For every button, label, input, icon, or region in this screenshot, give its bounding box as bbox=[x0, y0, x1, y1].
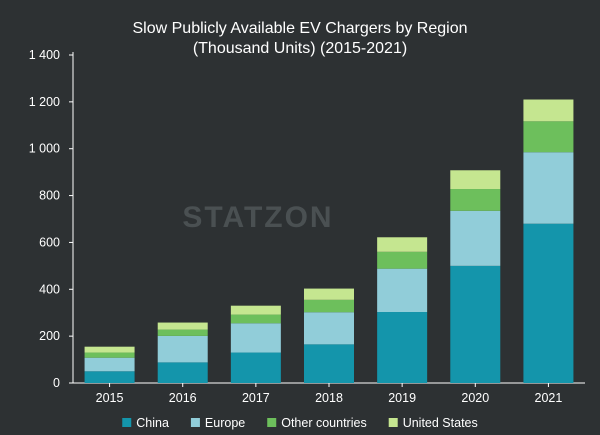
x-tick-label: 2017 bbox=[242, 391, 270, 405]
bar-segment-united-states bbox=[450, 170, 501, 190]
y-tick-label: 0 bbox=[53, 376, 60, 390]
bar-segment-europe bbox=[157, 335, 208, 363]
y-tick-label: 1 000 bbox=[29, 142, 60, 156]
bar-segment-united-states bbox=[84, 346, 135, 353]
bar-segment-other-countries bbox=[377, 251, 428, 269]
legend-label: United States bbox=[403, 416, 478, 430]
bar-segment-united-states bbox=[523, 99, 574, 122]
bar-segment-other-countries bbox=[84, 352, 135, 358]
plot-area: 0 200 400 600 800 1 000 1 200 1 400 2015 2016 2017… bbox=[29, 48, 585, 405]
legend-label: Other countries bbox=[281, 416, 366, 430]
x-tick-label: 2018 bbox=[315, 391, 343, 405]
legend-swatch-united-states bbox=[388, 418, 398, 427]
x-tick-label: 2019 bbox=[388, 391, 416, 405]
y-tick-label: 800 bbox=[39, 189, 60, 203]
y-tick-label: 600 bbox=[39, 235, 60, 249]
chart-title: Slow Publicly Available EV Chargers by R… bbox=[133, 20, 468, 37]
legend-swatch-europe bbox=[190, 418, 200, 427]
x-tick-label: 2020 bbox=[461, 391, 489, 405]
x-tick-label: 2016 bbox=[169, 391, 197, 405]
bar-segment-united-states bbox=[230, 305, 281, 315]
bar-segment-china bbox=[304, 344, 354, 383]
bar-segment-united-states bbox=[157, 322, 208, 330]
bar-segment-china bbox=[84, 371, 135, 383]
bar-segment-china bbox=[523, 223, 574, 383]
bar-segment-united-states bbox=[304, 288, 354, 300]
y-tick-label: 400 bbox=[39, 282, 60, 296]
chart-subtitle: (Thousand Units) (2015-2021) bbox=[193, 40, 407, 57]
legend: China Europe Other countries United States bbox=[122, 416, 478, 430]
bar-segment-china bbox=[450, 265, 501, 383]
bar-segment-china bbox=[230, 352, 281, 383]
y-tick-label: 200 bbox=[39, 329, 60, 343]
bar-segment-china bbox=[157, 362, 208, 383]
y-tick-label: 1 400 bbox=[29, 48, 60, 62]
bar-segment-other-countries bbox=[304, 299, 354, 313]
bar-segment-china bbox=[377, 312, 428, 383]
bar-segment-europe bbox=[450, 210, 501, 266]
legend-label: Europe bbox=[205, 416, 245, 430]
x-tick-label: 2021 bbox=[535, 391, 563, 405]
legend-swatch-other-countries bbox=[267, 418, 277, 427]
legend-label: China bbox=[136, 416, 169, 430]
bar-segment-europe bbox=[84, 357, 135, 372]
bar-segment-other-countries bbox=[450, 189, 501, 211]
y-tick-label: 1 200 bbox=[29, 95, 60, 109]
watermark-logo: STATZON bbox=[182, 201, 333, 234]
bar-segment-other-countries bbox=[230, 314, 281, 324]
legend-swatch-china bbox=[122, 418, 132, 427]
bar-segment-other-countries bbox=[523, 121, 574, 153]
bar-segment-other-countries bbox=[157, 329, 208, 336]
bar-segment-europe bbox=[304, 312, 354, 345]
bar-segment-europe bbox=[523, 152, 574, 224]
bar-segment-europe bbox=[230, 323, 281, 353]
bar-segment-united-states bbox=[377, 237, 428, 252]
x-tick-label: 2015 bbox=[96, 391, 124, 405]
bar-segment-europe bbox=[377, 268, 428, 313]
